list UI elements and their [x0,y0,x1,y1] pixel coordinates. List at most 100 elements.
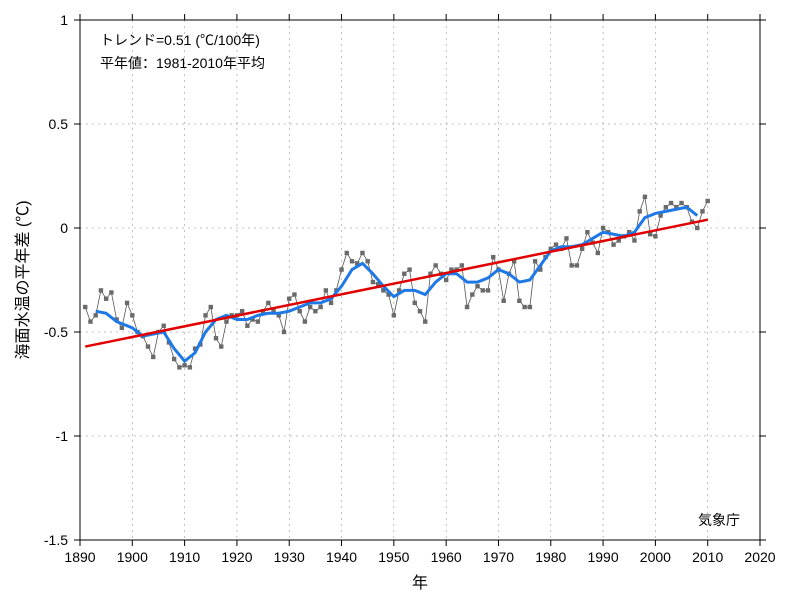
x-tick-label: 1950 [378,549,409,565]
annual-data-marker [575,263,579,267]
annual-data-marker [371,280,375,284]
annual-data-marker [528,305,532,309]
chart-background [0,0,800,600]
y-axis-title: 海面水温の平年差 (℃) [14,200,32,359]
annual-data-marker [580,247,584,251]
annual-data-marker [109,290,113,294]
annual-data-marker [517,299,521,303]
annual-data-marker [188,365,192,369]
annual-data-marker [182,363,186,367]
annual-data-marker [611,242,615,246]
y-tick-label: -1 [56,428,69,444]
annual-data-marker [224,319,228,323]
annual-data-marker [151,355,155,359]
annual-data-marker [161,324,165,328]
x-tick-label: 2020 [744,549,775,565]
annual-data-marker [392,313,396,317]
annual-data-marker [501,299,505,303]
x-tick-label: 1910 [169,549,200,565]
x-tick-label: 1890 [64,549,95,565]
annual-data-marker [177,365,181,369]
annual-data-marker [130,313,134,317]
annual-data-marker [569,263,573,267]
trend-annotation: トレンド=0.51 (℃/100年) [100,32,260,48]
annual-data-marker [643,195,647,199]
annual-data-marker [266,301,270,305]
annual-data-marker [292,292,296,296]
x-tick-label: 1940 [326,549,357,565]
y-tick-label: 0 [60,220,68,236]
annual-data-marker [318,305,322,309]
annual-data-marker [125,301,129,305]
annual-data-marker [596,251,600,255]
annual-data-marker [664,205,668,209]
annual-data-marker [554,242,558,246]
annual-data-marker [214,336,218,340]
annual-data-marker [700,209,704,213]
annual-data-marker [418,309,422,313]
annual-data-marker [695,226,699,230]
annual-data-marker [297,309,301,313]
annual-data-marker [120,326,124,330]
annual-data-marker [653,234,657,238]
annual-data-marker [402,272,406,276]
annual-data-marker [637,209,641,213]
annual-data-marker [287,297,291,301]
annual-data-marker [308,305,312,309]
x-tick-label: 1970 [483,549,514,565]
x-tick-label: 1920 [221,549,252,565]
annual-data-marker [407,267,411,271]
annual-data-marker [219,344,223,348]
annual-data-marker [522,305,526,309]
annual-data-marker [465,305,469,309]
annual-data-marker [632,238,636,242]
source-annotation: 気象庁 [698,512,740,528]
annual-data-marker [209,305,213,309]
annual-data-marker [313,309,317,313]
annual-data-marker [470,292,474,296]
annual-data-marker [679,201,683,205]
y-tick-label: 1 [60,12,68,28]
annual-data-marker [240,309,244,313]
annual-data-marker [486,288,490,292]
annual-data-marker [203,313,207,317]
annual-data-marker [564,236,568,240]
annual-data-marker [339,267,343,271]
annual-data-marker [481,288,485,292]
annual-data-marker [460,263,464,267]
annual-data-marker [329,301,333,305]
annual-data-marker [83,305,87,309]
annual-data-marker [475,284,479,288]
annual-data-marker [303,319,307,323]
annual-data-marker [533,259,537,263]
x-tick-label: 1990 [587,549,618,565]
annual-data-marker [585,230,589,234]
annual-data-marker [433,263,437,267]
annual-data-marker [444,278,448,282]
annual-data-marker [413,301,417,305]
annual-data-marker [360,251,364,255]
sst-anomaly-chart: 1890190019101920193019401950196019701980… [0,0,800,600]
annual-data-marker [669,201,673,205]
x-tick-label: 2000 [640,549,671,565]
annual-data-marker [245,324,249,328]
y-tick-label: 0.5 [49,116,69,132]
annual-data-marker [172,357,176,361]
annual-data-marker [491,255,495,259]
x-axis-title: 年 [412,574,428,592]
baseline-annotation: 平年値：1981-2010年平均 [100,55,265,71]
annual-data-marker [146,344,150,348]
annual-data-marker [104,297,108,301]
x-tick-label: 1900 [117,549,148,565]
x-tick-label: 1960 [431,549,462,565]
annual-data-marker [99,288,103,292]
annual-data-marker [423,319,427,323]
x-tick-label: 2010 [692,549,723,565]
y-tick-label: -0.5 [44,324,68,340]
y-tick-label: -1.5 [44,532,68,548]
x-tick-label: 1930 [274,549,305,565]
annual-data-marker [88,319,92,323]
annual-data-marker [345,251,349,255]
annual-data-marker [324,288,328,292]
annual-data-marker [350,259,354,263]
